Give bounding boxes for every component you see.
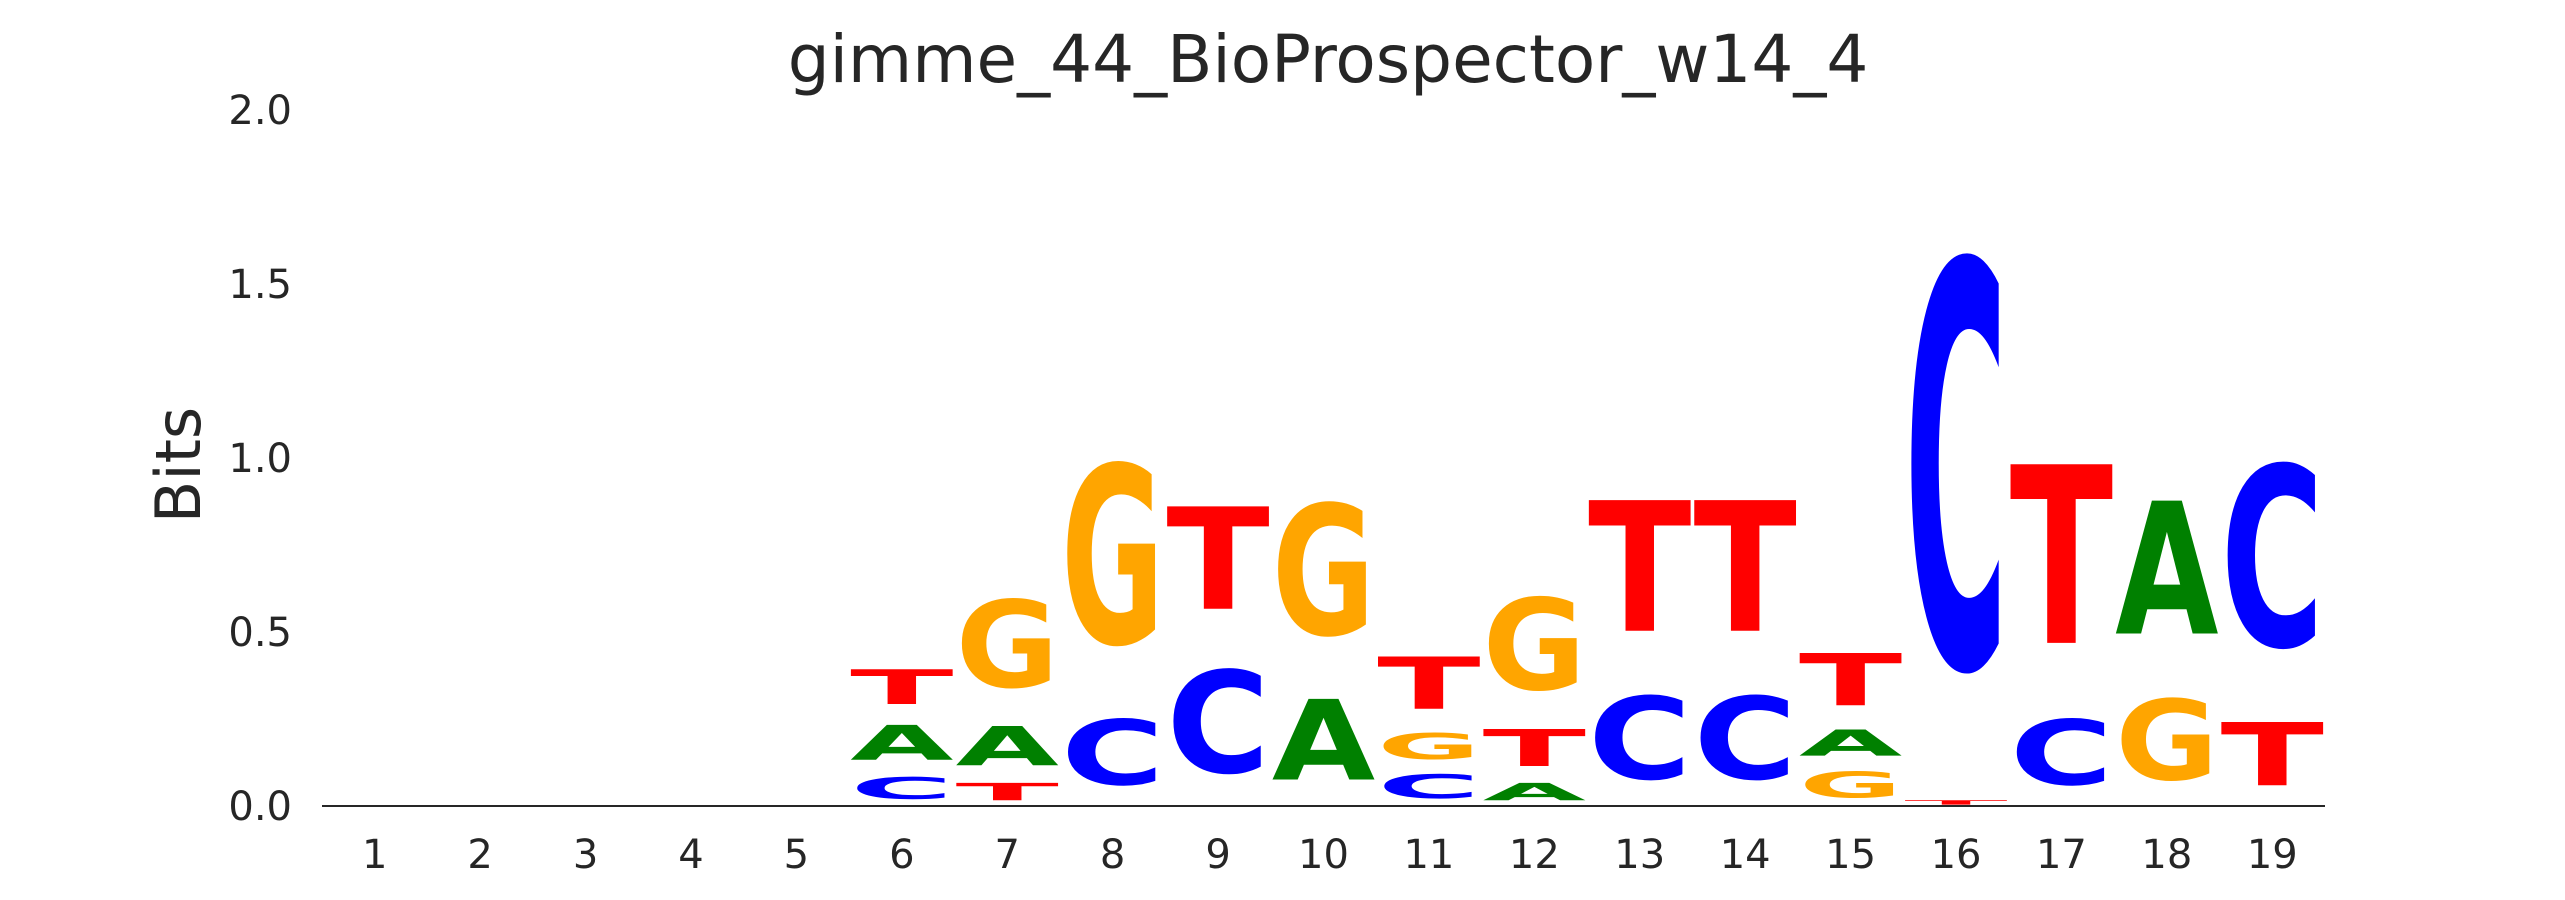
x-tick-label: 4 <box>678 832 703 878</box>
x-tick-label: 5 <box>784 832 809 878</box>
logo-letter-C: C <box>850 771 953 806</box>
x-tick-label: 12 <box>1509 832 1560 878</box>
chart-title: gimme_44_BioProspector_w14_4 <box>788 21 1869 98</box>
logo-letter-G: G <box>2115 677 2218 806</box>
stack-position-11: CGT <box>1377 642 1481 806</box>
logo-letter-G: G <box>956 576 1059 715</box>
x-tick-label: 18 <box>2141 832 2192 878</box>
stack-position-12: ATG <box>1483 572 1586 806</box>
logo-letter-C: C <box>1377 768 1480 806</box>
x-tick-label: 7 <box>995 832 1020 878</box>
logo-letter-T: T <box>1483 719 1586 778</box>
x-tick-label: 3 <box>573 832 598 878</box>
logo-letter-T: T <box>1694 465 1797 673</box>
logo-letter-C: C <box>1061 701 1164 806</box>
logo-letter-T: T <box>956 778 1059 806</box>
x-tick-label: 1 <box>362 832 387 878</box>
logo-letter-C: C <box>1166 643 1269 806</box>
y-axis-ticks: 0.0 0.5 1.0 1.5 2.0 <box>228 88 292 830</box>
logo-letter-G: G <box>1061 415 1164 701</box>
stack-position-16: TC <box>1904 150 2007 806</box>
logo-letter-G: G <box>1272 468 1375 677</box>
logo-letter-T: T <box>1166 479 1269 642</box>
logo-letter-C: C <box>1588 674 1691 806</box>
logo-letter-G: G <box>1377 726 1480 768</box>
logo-letter-T: T <box>1799 639 1903 723</box>
logo-letter-T: T <box>2010 417 2113 702</box>
logo-letter-A: A <box>1483 778 1586 806</box>
logo-letter-A: A <box>1799 723 1903 765</box>
stack-position-19: TC <box>2221 416 2324 807</box>
y-tick-label: 2.0 <box>228 88 292 134</box>
y-tick-label: 1.0 <box>228 436 292 482</box>
logo-letter-T: T <box>1588 465 1691 673</box>
x-tick-label: 2 <box>467 832 492 878</box>
x-tick-label: 13 <box>1614 832 1665 878</box>
stack-position-15: GAT <box>1799 639 1903 806</box>
x-tick-label: 8 <box>1100 832 1125 878</box>
stack-position-7: TAG <box>956 576 1060 806</box>
x-tick-label: 17 <box>2036 832 2087 878</box>
stack-position-9: CT <box>1166 479 1269 806</box>
y-tick-label: 0.0 <box>228 784 292 830</box>
y-axis-label: Bits <box>142 407 215 523</box>
stack-position-10: AG <box>1272 468 1375 806</box>
stack-position-17: CT <box>2010 417 2113 806</box>
logo-letter-T: T <box>850 660 953 715</box>
logo-letter-G: G <box>1799 764 1902 806</box>
logo-letter-C: C <box>2010 701 2113 806</box>
y-tick-label: 1.5 <box>228 262 292 308</box>
x-tick-label: 19 <box>2247 832 2298 878</box>
logo-letter-T: T <box>1904 799 2007 806</box>
logo-letter-A: A <box>1272 677 1375 806</box>
logo-letter-T: T <box>2221 705 2324 806</box>
logo-letter-G: G <box>1483 572 1586 719</box>
stack-position-18: GA <box>2115 465 2218 806</box>
x-axis-ticks: 1 2 3 4 5 6 7 8 9 10 11 12 13 14 15 16 17 18 19 <box>362 832 2298 878</box>
logo-letter-C: C <box>1694 674 1797 806</box>
x-tick-label: 9 <box>1205 832 1230 878</box>
logo-letter-A: A <box>956 716 1060 778</box>
stack-position-6: CAT <box>850 660 954 806</box>
stack-position-8: CG <box>1061 415 1164 806</box>
x-tick-label: 16 <box>1931 832 1982 878</box>
logo-letter-T: T <box>1377 642 1481 726</box>
x-tick-label: 10 <box>1298 832 1349 878</box>
stack-position-13: CT <box>1588 465 1691 806</box>
x-tick-label: 15 <box>1825 832 1876 878</box>
logo-letter-C: C <box>1904 150 2007 797</box>
logo-letter-C: C <box>2221 416 2324 705</box>
x-tick-label: 11 <box>1403 832 1454 878</box>
logo-letter-A: A <box>850 715 954 771</box>
x-tick-label: 14 <box>1720 832 1771 878</box>
x-tick-label: 6 <box>889 832 914 878</box>
logo-letter-A: A <box>2115 465 2218 677</box>
stack-position-14: CT <box>1694 465 1797 806</box>
y-tick-label: 0.5 <box>228 610 292 656</box>
